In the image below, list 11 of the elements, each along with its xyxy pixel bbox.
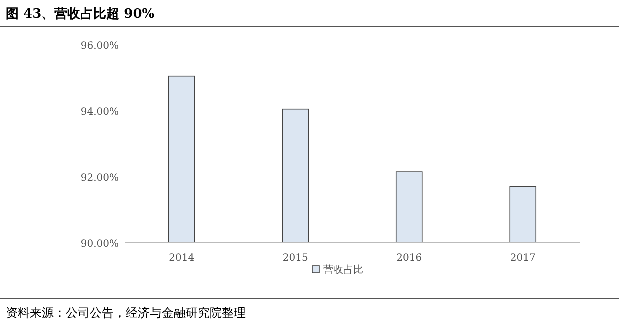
y-tick-label: 90.00%: [80, 239, 119, 250]
y-tick-label: 94.00%: [80, 107, 119, 118]
x-tick-label: 2014: [169, 253, 195, 264]
y-tick-label: 92.00%: [80, 173, 119, 184]
x-tick-label: 2015: [282, 253, 308, 264]
x-tick-label: 2016: [396, 253, 422, 264]
x-tick-label: 2017: [510, 253, 536, 264]
legend-label: 营收占比: [324, 264, 364, 276]
chart-title: 图 43、营收占比超 90%: [6, 6, 156, 22]
text: 资料来源：公司公告，经济与金融研究院整理: [6, 306, 246, 320]
y-tick-label: 96.00%: [80, 41, 119, 52]
